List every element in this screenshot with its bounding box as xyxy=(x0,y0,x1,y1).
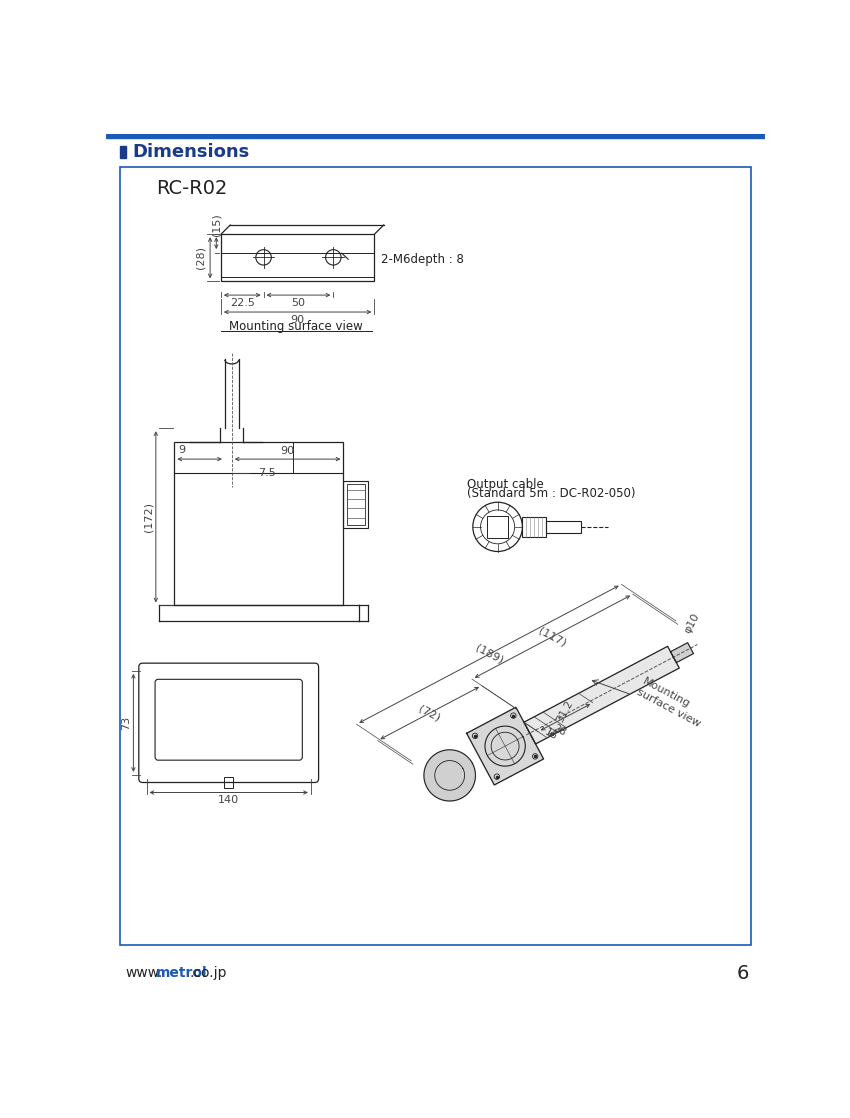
Bar xyxy=(523,517,546,537)
Text: www.: www. xyxy=(126,966,163,980)
Text: φ10: φ10 xyxy=(683,612,701,635)
Text: 50: 50 xyxy=(292,297,305,307)
Text: (72): (72) xyxy=(417,703,442,723)
Text: .co.jp: .co.jp xyxy=(190,966,228,980)
Text: Mounting
surface view: Mounting surface view xyxy=(635,676,708,729)
Bar xyxy=(106,134,765,138)
Polygon shape xyxy=(671,643,694,663)
Bar xyxy=(224,777,234,788)
Bar xyxy=(343,481,368,529)
Text: 6: 6 xyxy=(737,964,750,983)
Polygon shape xyxy=(424,750,475,800)
Text: 7.5: 7.5 xyxy=(258,468,276,479)
Bar xyxy=(174,442,343,606)
Polygon shape xyxy=(467,708,543,785)
Text: (172): (172) xyxy=(143,502,153,532)
Text: 22.5: 22.5 xyxy=(230,297,255,307)
Text: 28: 28 xyxy=(551,723,568,738)
Bar xyxy=(347,484,366,525)
Text: 90: 90 xyxy=(280,446,295,456)
Text: 31.2: 31.2 xyxy=(556,699,575,723)
Text: 9: 9 xyxy=(178,445,186,455)
Bar xyxy=(487,517,508,538)
Text: (15): (15) xyxy=(212,214,221,236)
Text: metrol: metrol xyxy=(156,966,207,980)
Bar xyxy=(546,521,581,533)
Bar xyxy=(120,145,127,158)
Text: 73: 73 xyxy=(121,716,131,730)
Text: Mounting surface view: Mounting surface view xyxy=(229,320,362,333)
Text: (189): (189) xyxy=(473,643,505,665)
Text: (28): (28) xyxy=(196,246,206,269)
Text: (Standard 5m : DC-R02-050): (Standard 5m : DC-R02-050) xyxy=(467,487,635,500)
Text: 15: 15 xyxy=(543,727,560,742)
Text: Output cable: Output cable xyxy=(467,479,543,491)
Text: 90: 90 xyxy=(291,315,305,324)
Text: RC-R02: RC-R02 xyxy=(156,179,228,198)
Polygon shape xyxy=(524,646,679,743)
Text: (117): (117) xyxy=(537,625,568,648)
Text: 2-M6depth : 8: 2-M6depth : 8 xyxy=(382,253,464,266)
Text: Dimensions: Dimensions xyxy=(133,143,250,161)
Text: 140: 140 xyxy=(218,795,239,805)
Bar xyxy=(221,235,374,282)
